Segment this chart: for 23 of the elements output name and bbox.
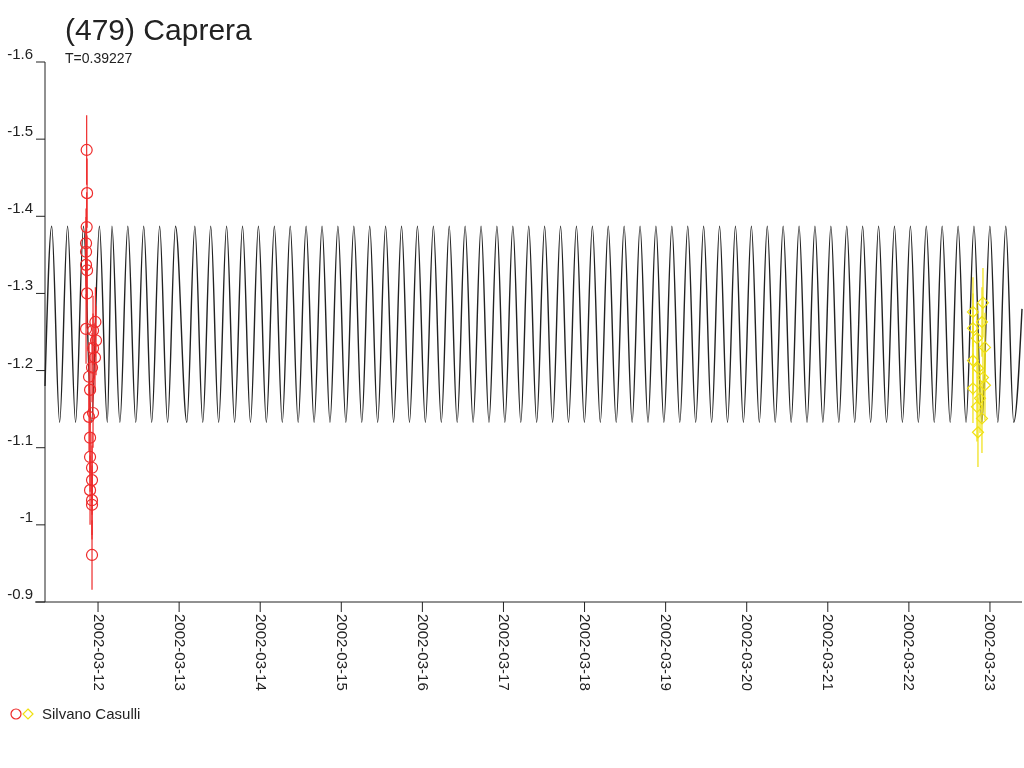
x-tick-label: 2002-03-13 — [171, 614, 189, 691]
y-tick-label: -1.3 — [7, 276, 33, 294]
x-tick-label: 2002-03-12 — [90, 614, 108, 691]
x-tick-label: 2002-03-20 — [739, 614, 757, 691]
y-tick-label: -1.2 — [7, 353, 33, 371]
x-tick-label: 2002-03-21 — [820, 614, 838, 691]
x-tick-label: 2002-03-18 — [577, 614, 595, 691]
x-tick-label: 2002-03-15 — [333, 614, 351, 691]
y-tick-label: -1 — [19, 507, 33, 525]
x-tick-label: 2002-03-22 — [901, 614, 919, 691]
chart-title: (479) Caprera — [65, 13, 253, 46]
y-tick-label: -1.4 — [7, 199, 33, 217]
y-tick-label: -0.9 — [7, 585, 33, 602]
x-tick-label: 2002-03-23 — [982, 614, 1000, 691]
x-tick-label: 2002-03-17 — [495, 614, 513, 691]
y-tick-label: -1.5 — [7, 122, 33, 140]
y-tick-label: -1.1 — [7, 430, 33, 448]
text: Silvano Casulli — [42, 705, 141, 722]
x-tick-label: 2002-03-19 — [658, 614, 676, 691]
chart-subtitle: T=0.39227 — [65, 50, 133, 66]
x-tick-label: 2002-03-16 — [414, 614, 432, 691]
y-tick-label: -1.6 — [7, 45, 33, 62]
x-tick-label: 2002-03-14 — [252, 614, 270, 691]
